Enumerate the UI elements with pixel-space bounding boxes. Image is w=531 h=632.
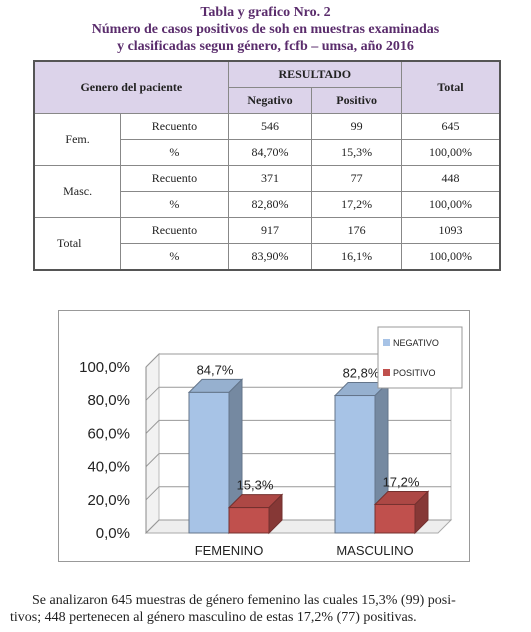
y-tick-label: 40,0%: [87, 459, 130, 476]
table-row: % 83,90% 16,1% 100,00%: [34, 243, 501, 271]
chart: 0,0% 20,0% 40,0% 60,0% 80,0% 100,0% FEMENINO 84…: [58, 310, 470, 562]
title-line: Número de casos positivos de soh en mues…: [91, 22, 440, 37]
x-tick-label: FEMENINO: [195, 543, 264, 558]
header-cell: Negativo: [227, 87, 313, 114]
table-cell: Total: [33, 217, 122, 271]
legend-label: NEGATIVO: [393, 338, 439, 348]
table-cell: 15,3%: [311, 139, 402, 166]
title-line: Tabla y grafico Nro. 2: [200, 5, 331, 20]
table-cell: 99: [311, 113, 402, 140]
header-cell: Positivo: [311, 87, 402, 114]
table-cell: 16,1%: [311, 243, 402, 271]
header-cell: RESULTADO: [227, 60, 402, 88]
table-cell: 17,2%: [311, 191, 402, 218]
table-cell: Recuento: [120, 165, 229, 192]
table-cell: 1093: [400, 217, 501, 244]
table-cell: Fem.: [33, 113, 122, 166]
value-label: 84,7%: [197, 362, 234, 377]
paragraph-line: Se analizaron 645 muestras de género fem…: [32, 593, 456, 608]
table-row: Masc. Recuento 371 77 448: [33, 165, 501, 218]
paragraph-line: tivos; 448 pertenecen al género masculin…: [10, 610, 417, 625]
legend-label: POSITIVO: [393, 368, 436, 378]
table-cell: 83,90%: [227, 243, 313, 271]
table-row: Total Recuento 917 176 1093: [33, 217, 501, 271]
grid-line: [145, 353, 451, 368]
table-cell: 100,00%: [400, 139, 501, 166]
value-label: 82,8%: [343, 366, 380, 381]
legend-swatch: [383, 339, 390, 346]
table-row: % 82,80% 17,2% 100,00%: [34, 191, 501, 218]
bar: [188, 391, 230, 534]
table-cell: %: [120, 191, 229, 218]
table-cell: Recuento: [120, 217, 229, 244]
header-cell: Total: [400, 60, 501, 114]
bar: [228, 507, 270, 534]
title-line: y clasificadas segun género, fcfb – umsa…: [117, 39, 414, 54]
table-cell: Masc.: [33, 165, 122, 218]
x-tick-label: MASCULINO: [336, 543, 413, 558]
table-cell: 82,80%: [227, 191, 313, 218]
bar: [374, 503, 416, 534]
paragraph: Se analizaron 645 muestras de género fem…: [10, 592, 520, 626]
table-cell: Recuento: [120, 113, 229, 140]
table-cell: 448: [400, 165, 501, 192]
table-cell: 371: [227, 165, 313, 192]
table-cell: 917: [227, 217, 313, 244]
legend-box: [377, 326, 463, 389]
y-tick-label: 80,0%: [87, 392, 130, 409]
y-tick-label: 100,0%: [79, 359, 130, 376]
table-cell: 176: [311, 217, 402, 244]
table-row: Fem. Recuento 546 99 645: [33, 113, 501, 166]
side-wall: [145, 352, 160, 535]
table-cell: %: [120, 139, 229, 166]
title: Tabla y grafico Nro. 2 Número de casos p…: [0, 4, 531, 55]
value-label: 15,3%: [237, 478, 274, 493]
value-label: 17,2%: [383, 474, 420, 489]
bar: [334, 395, 376, 534]
table-cell: 100,00%: [400, 243, 501, 271]
legend-swatch: [383, 369, 390, 376]
table-cell: 645: [400, 113, 501, 140]
table-cell: 100,00%: [400, 191, 501, 218]
y-tick-label: 0,0%: [96, 525, 130, 542]
results-table: Genero del paciente RESULTADO Total Nega…: [33, 60, 501, 271]
table-cell: 84,70%: [227, 139, 313, 166]
y-tick-label: 20,0%: [87, 492, 130, 509]
table-cell: 546: [227, 113, 313, 140]
y-tick-label: 60,0%: [87, 425, 130, 442]
table-cell: %: [120, 243, 229, 271]
header-cell: Genero del paciente: [33, 60, 229, 114]
table-cell: 77: [311, 165, 402, 192]
